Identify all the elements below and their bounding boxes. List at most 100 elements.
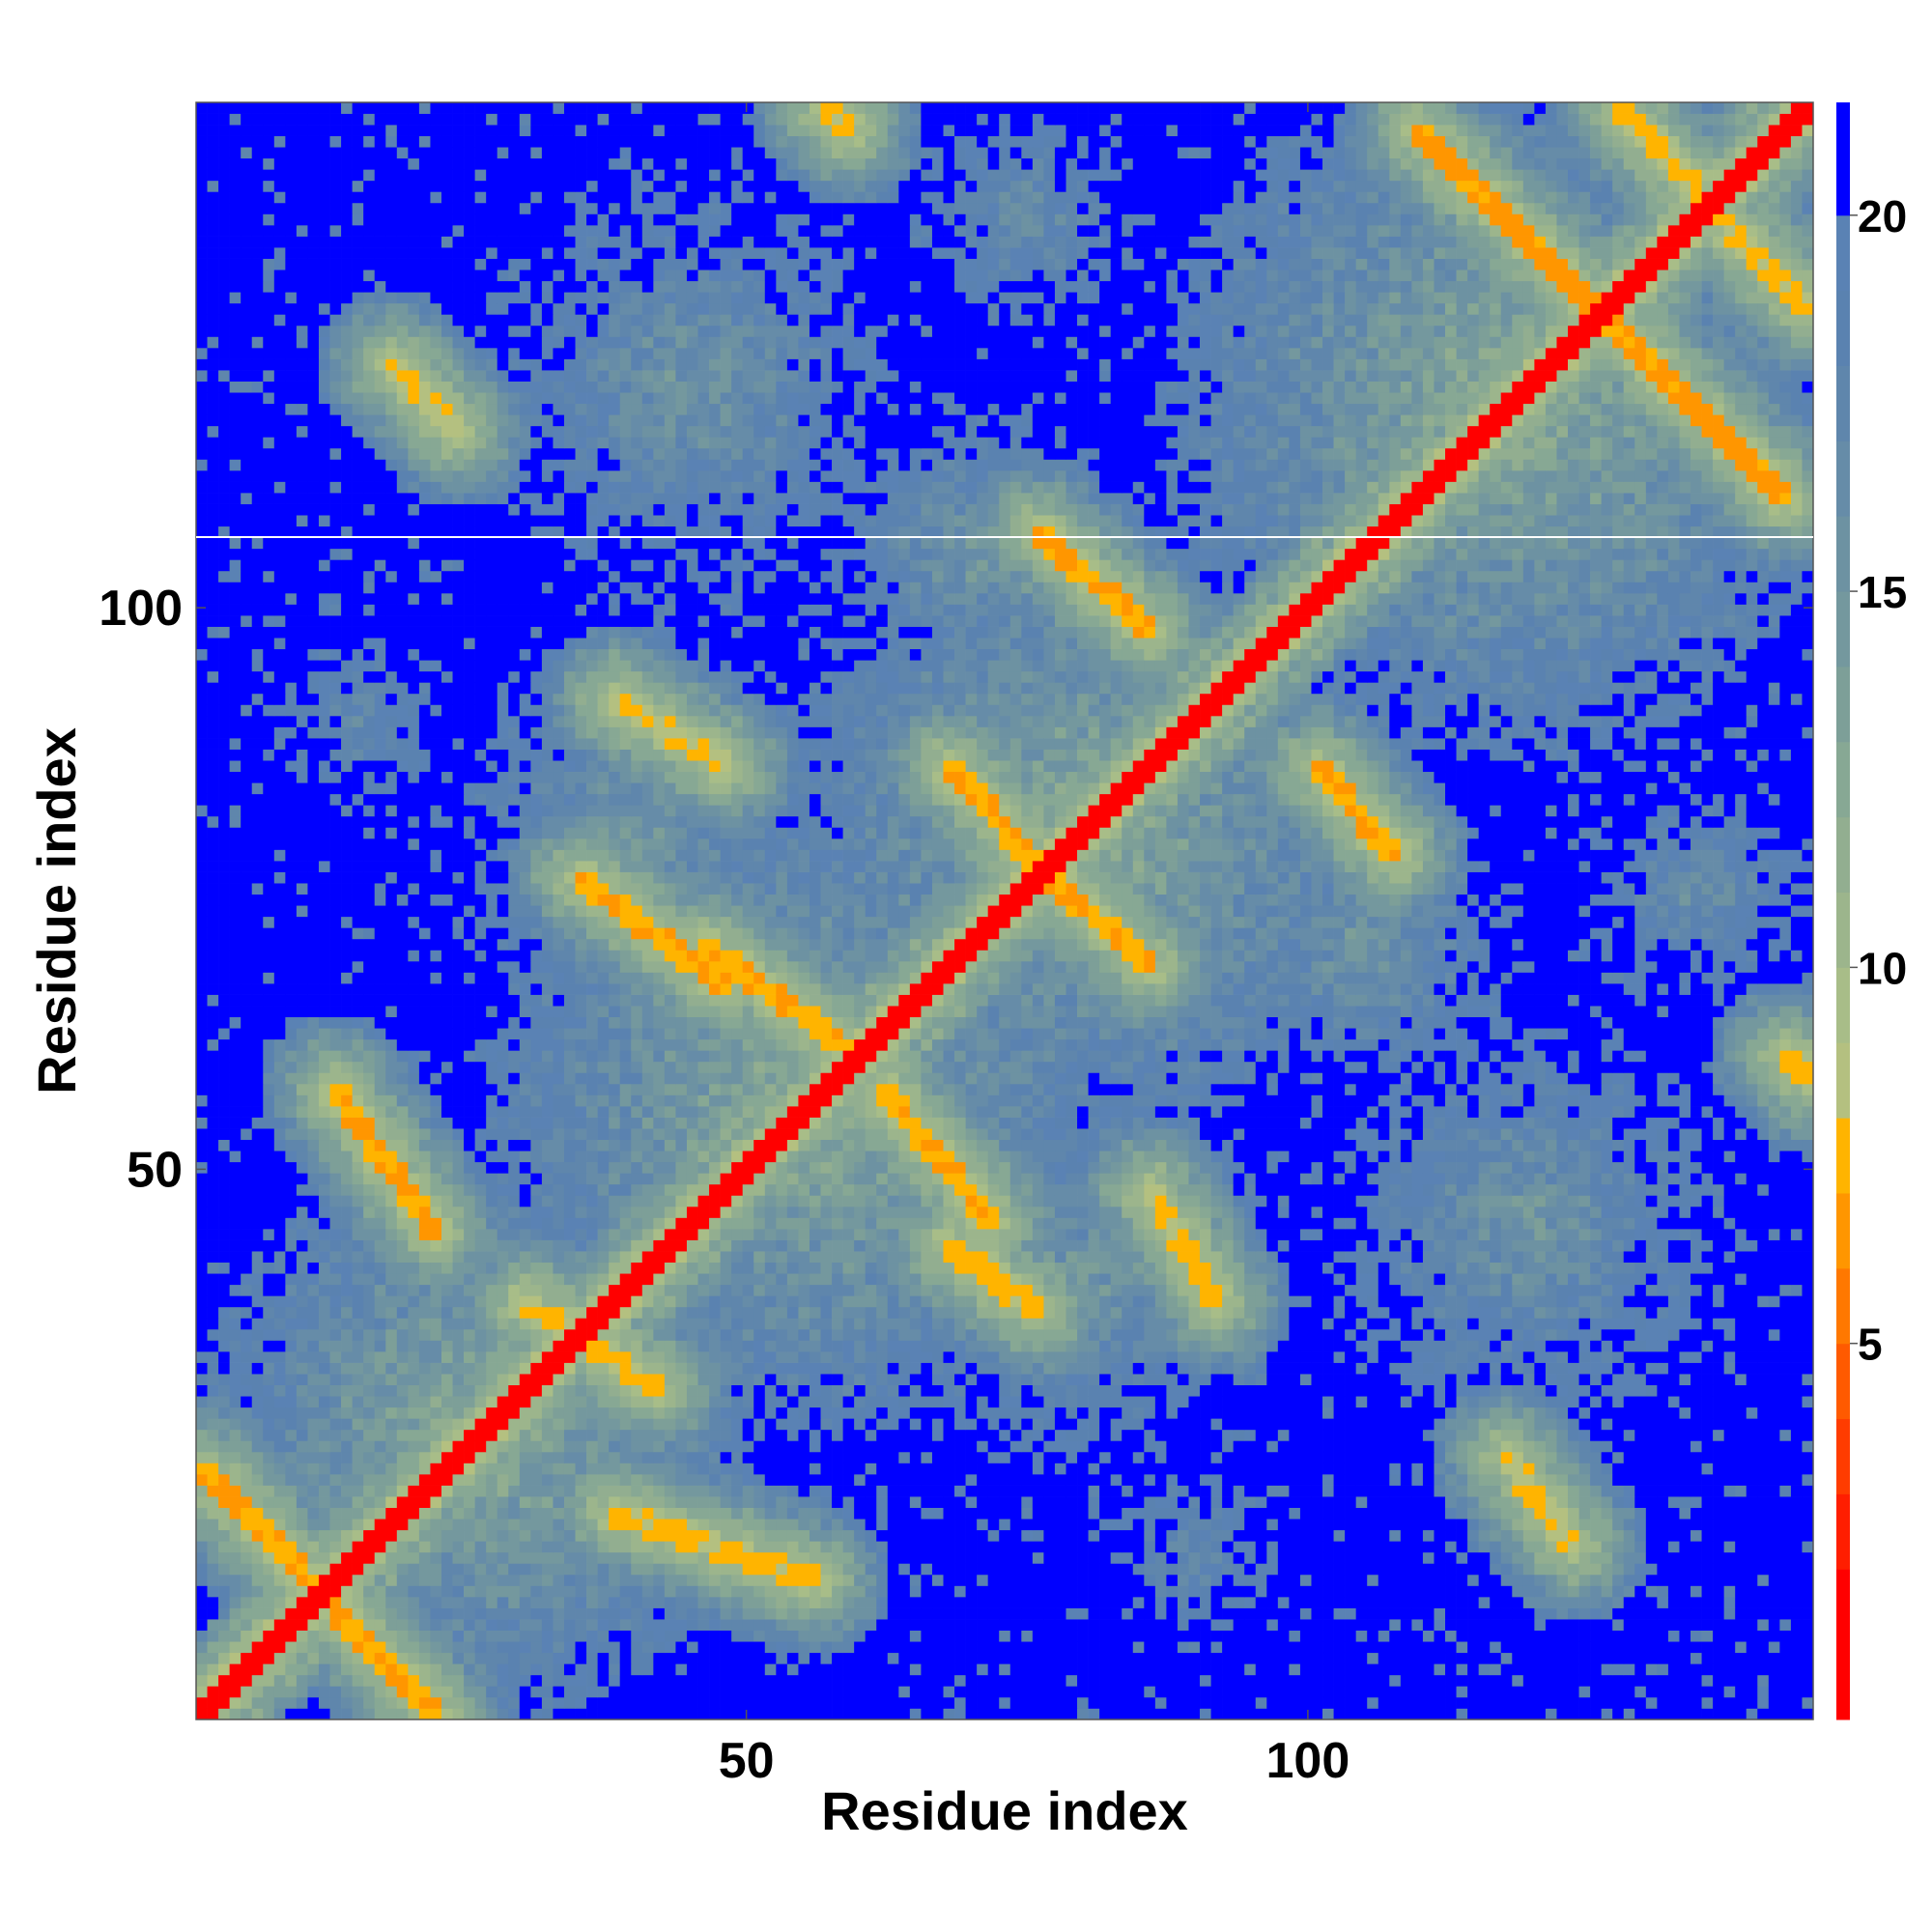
- heatmap-cell: [1266, 1452, 1278, 1463]
- heatmap-cell: [1467, 1486, 1479, 1497]
- heatmap-cell: [419, 1452, 431, 1463]
- heatmap-cell: [1311, 1552, 1322, 1564]
- heatmap-cell: [274, 1418, 286, 1430]
- heatmap-cell: [977, 1708, 988, 1719]
- heatmap-cell: [586, 1653, 598, 1664]
- heatmap-cell: [631, 1496, 642, 1508]
- heatmap-cell: [1166, 1585, 1178, 1597]
- heatmap-cell: [1434, 1641, 1445, 1653]
- heatmap-cell: [798, 1641, 810, 1653]
- heatmap-cell: [1724, 1486, 1736, 1497]
- heatmap-cell: [832, 1686, 843, 1697]
- heatmap-cell: [1166, 1407, 1178, 1419]
- heatmap-cell: [1099, 1663, 1111, 1675]
- heatmap-cell: [1512, 1385, 1523, 1397]
- heatmap-cell: [1278, 1351, 1290, 1363]
- heatmap-cell: [1077, 1641, 1089, 1653]
- heatmap-cell: [1747, 1508, 1758, 1520]
- heatmap-cell: [1769, 1563, 1780, 1575]
- heatmap-cell: [297, 1686, 308, 1697]
- heatmap-cell: [609, 1463, 620, 1474]
- heatmap-cell: [419, 1563, 431, 1575]
- heatmap-cell: [441, 1575, 453, 1586]
- heatmap-cell: [1479, 1340, 1491, 1351]
- heatmap-cell: [798, 1463, 810, 1474]
- heatmap-cell: [1089, 1563, 1100, 1575]
- heatmap-cell: [653, 1541, 665, 1552]
- heatmap-cell: [787, 1530, 799, 1542]
- heatmap-cell: [230, 1452, 242, 1463]
- heatmap-cell: [1367, 1486, 1378, 1497]
- heatmap-cell: [1602, 1563, 1613, 1575]
- heatmap-cell: [620, 1418, 632, 1430]
- heatmap-cell: [631, 1486, 642, 1497]
- heatmap-cell: [530, 1385, 542, 1397]
- heatmap-cell: [1602, 1508, 1613, 1520]
- heatmap-cell: [375, 1363, 386, 1375]
- heatmap-cell: [1066, 1585, 1078, 1597]
- heatmap-cell: [486, 1474, 497, 1486]
- heatmap-cell: [263, 1430, 274, 1441]
- heatmap-cell: [441, 1641, 453, 1653]
- heatmap-cell: [1534, 1697, 1546, 1709]
- heatmap-cell: [910, 1519, 922, 1530]
- heatmap-cell: [1735, 1663, 1747, 1675]
- heatmap-cell: [530, 1631, 542, 1642]
- heatmap-cell: [1534, 1631, 1546, 1642]
- heatmap-cell: [576, 1374, 587, 1385]
- heatmap-cell: [675, 1552, 687, 1564]
- heatmap-cell: [1467, 1430, 1479, 1441]
- heatmap-cell: [665, 1552, 676, 1564]
- heatmap-cell: [765, 1396, 777, 1407]
- heatmap-cell: [921, 1340, 932, 1351]
- heatmap-cell: [1311, 1541, 1322, 1552]
- heatmap-cell: [1612, 1597, 1624, 1608]
- heatmap-cell: [1188, 1530, 1200, 1542]
- heatmap-cell: [1624, 1486, 1635, 1497]
- heatmap-cell: [241, 1708, 252, 1719]
- heatmap-cell: [1122, 1708, 1133, 1719]
- heatmap-cell: [1021, 1619, 1033, 1631]
- heatmap-cell: [954, 1631, 966, 1642]
- heatmap-cell: [218, 1430, 230, 1441]
- heatmap-cell: [932, 1585, 944, 1597]
- heatmap-cell: [1702, 1452, 1714, 1463]
- heatmap-cell: [798, 1363, 810, 1375]
- heatmap-cell: [1256, 1686, 1267, 1697]
- heatmap-cell: [1133, 1496, 1145, 1508]
- heatmap-cell: [966, 1340, 978, 1351]
- heatmap-cell: [1066, 1597, 1078, 1608]
- heatmap-cell: [1646, 1563, 1658, 1575]
- heatmap-cell: [1256, 1563, 1267, 1575]
- heatmap-cell: [1747, 1608, 1758, 1620]
- heatmap-cell: [319, 1463, 330, 1474]
- heatmap-cell: [687, 1675, 698, 1687]
- heatmap-cell: [564, 1653, 576, 1664]
- heatmap-cell: [1289, 1340, 1300, 1351]
- heatmap-cell: [375, 1608, 386, 1620]
- heatmap-cell: [832, 1374, 843, 1385]
- heatmap-cell: [821, 1597, 833, 1608]
- heatmap-cell: [653, 1631, 665, 1642]
- heatmap-cell: [252, 1619, 264, 1631]
- heatmap-cell: [508, 1363, 520, 1375]
- heatmap-cell: [709, 1496, 721, 1508]
- heatmap-cell: [1222, 1608, 1234, 1620]
- heatmap-cell: [1657, 1463, 1668, 1474]
- heatmap-cell: [1166, 1708, 1178, 1719]
- heatmap-cell: [1501, 1631, 1513, 1642]
- heatmap-cell: [1367, 1418, 1378, 1430]
- heatmap-cell: [1735, 1585, 1747, 1597]
- heatmap-cell: [1546, 1575, 1557, 1586]
- heatmap-cell: [1490, 1340, 1501, 1351]
- heatmap-cell: [1657, 1519, 1668, 1530]
- heatmap-cell: [1089, 1385, 1100, 1397]
- heatmap-cell: [631, 1697, 642, 1709]
- heatmap-cell: [1579, 1407, 1591, 1419]
- heatmap-cell: [530, 1496, 542, 1508]
- heatmap-cell: [843, 1675, 855, 1687]
- heatmap-cell: [1724, 1519, 1736, 1530]
- heatmap-cell: [397, 1340, 409, 1351]
- heatmap-cell: [954, 1430, 966, 1441]
- heatmap-cell: [353, 1463, 364, 1474]
